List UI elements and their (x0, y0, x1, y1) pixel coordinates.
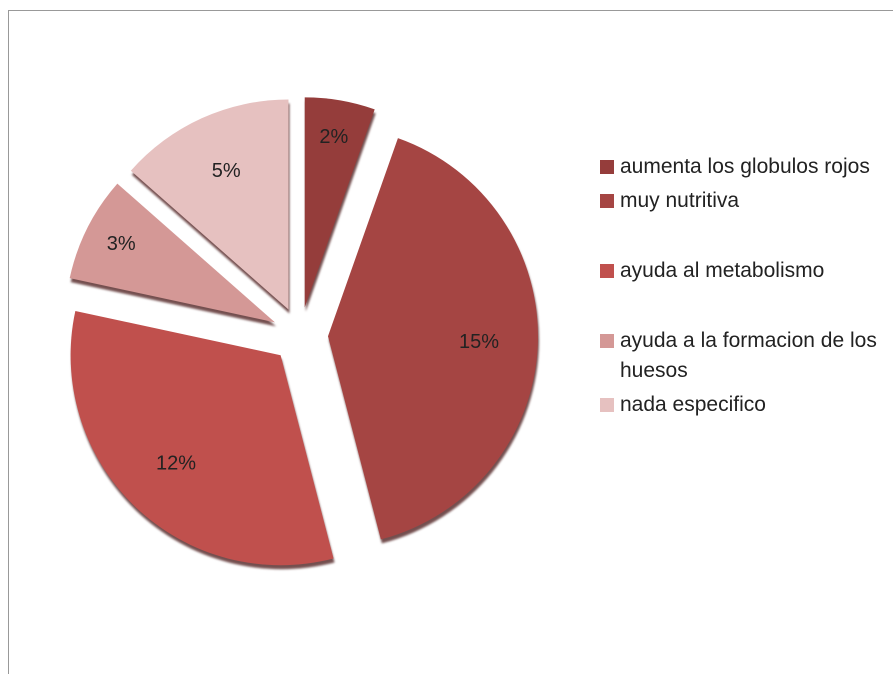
data-label: 5% (212, 160, 241, 182)
legend-label: aumenta los globulos rojos (620, 155, 870, 178)
legend-swatch (600, 398, 614, 412)
data-label: 15% (459, 331, 499, 353)
data-label: 12% (156, 453, 196, 475)
legend-label: ayuda al metabolismo (620, 259, 825, 282)
data-label: 2% (319, 126, 348, 148)
legend-label: muy nutritiva (620, 189, 740, 212)
legend-label: ayuda a la formacion de los huesos (620, 329, 877, 382)
legend-swatch (600, 334, 614, 348)
pie-slice (70, 310, 334, 566)
pie-slice (69, 183, 275, 323)
legend-swatch (600, 160, 614, 174)
legend-label: nada especifico (620, 393, 766, 416)
legend-item: nada especifico (600, 390, 885, 420)
legend-swatch (600, 194, 614, 208)
data-label: 3% (107, 233, 136, 255)
legend: aumenta los globulos rojos muy nutritiva a… (600, 152, 885, 420)
legend-item: aumenta los globulos rojos (600, 152, 885, 182)
pie-slice (304, 97, 375, 308)
legend-swatch (600, 264, 614, 278)
pie-slice (130, 99, 289, 310)
frame (8, 10, 893, 674)
pie-slice (327, 138, 538, 540)
legend-item: muy nutritiva (600, 186, 885, 216)
legend-item: ayuda al metabolismo (600, 256, 885, 286)
legend-item: ayuda a la formacion de los huesos (600, 326, 885, 386)
